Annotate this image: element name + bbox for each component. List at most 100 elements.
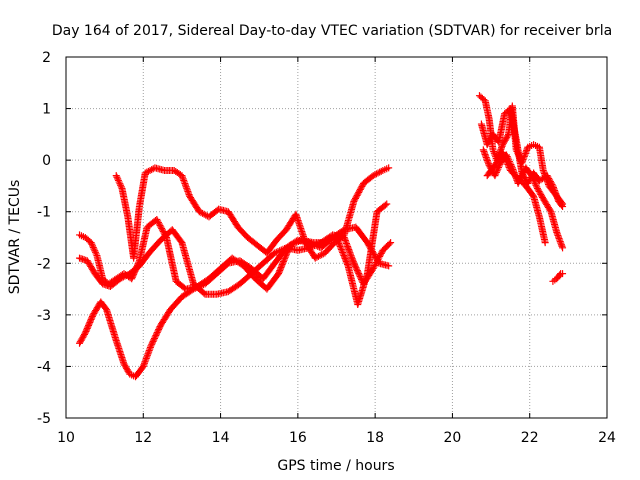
data-point-marker [490,149,498,157]
data-point-marker [85,321,93,329]
y-tick-label: 0 [42,153,51,169]
data-point-marker [282,250,290,258]
data-point-marker [77,336,85,344]
data-point-marker [291,239,299,247]
y-tick-label: -2 [37,256,51,272]
data-point-marker [158,226,166,234]
data-point-marker [503,159,511,167]
data-point-marker [88,314,96,322]
data-point-marker [156,221,164,229]
data-point-marker [353,267,361,275]
data-point-marker [355,271,363,279]
data-point-marker [276,247,284,255]
data-point-marker [376,168,384,176]
data-point-marker [559,270,567,278]
data-point-marker [528,173,536,181]
grid [66,57,607,418]
data-point-marker [120,360,128,368]
data-point-marker [499,150,507,158]
data-point-marker [114,176,122,184]
data-point-marker [340,251,348,259]
data-point-marker [383,200,391,208]
data-point-marker [531,178,539,186]
data-point-marker [154,217,162,225]
plot-frame [65,56,608,419]
data-point-marker [531,180,539,188]
data-point-marker [385,262,393,270]
data-point-marker [340,253,348,261]
data-point-marker [519,170,527,178]
data-point-marker [82,327,90,335]
data-point-marker [337,245,345,253]
data-point-marker [546,178,554,186]
data-point-marker [149,337,157,345]
data-point-marker [124,367,132,375]
data-point-marker [352,193,360,201]
data-point-marker [350,259,358,267]
data-point-marker [134,260,142,268]
data-point-marker [144,167,152,175]
data-point-marker [152,331,160,339]
data-point-marker [115,178,123,186]
x-tick-label: 10 [57,430,75,446]
data-point-marker [505,163,513,171]
data-point-marker [375,254,383,262]
data-point-marker [353,191,361,199]
data-point-marker [501,136,509,144]
y-axis-label: SDTVAR / TECUs [7,180,23,295]
data-point-marker [339,248,347,256]
data-point-marker [275,270,283,278]
data-point-marker [78,335,86,343]
data-point-marker [157,223,165,231]
chart-title: Day 164 of 2017, Sidereal Day-to-day VTE… [52,23,612,39]
data-point-marker [122,363,130,371]
data-point-marker [271,249,279,257]
data-point-marker [530,176,538,184]
data-point-marker [534,186,542,194]
data-point-marker [537,190,545,198]
data-point-marker [284,247,292,255]
data-point-marker [148,339,156,347]
data-point-marker [541,239,549,247]
data-point-marker [80,330,88,338]
data-point-marker [351,194,359,202]
data-point-marker [278,262,286,270]
data-point-marker [316,252,324,260]
data-point-marker [282,252,290,260]
data-point-marker [80,332,88,340]
data-point-marker [489,146,497,154]
data-point-marker [372,170,380,178]
data-point-marker [504,162,512,170]
data-point-marker [484,139,492,147]
data-point-marker [356,273,364,281]
data-point-marker [338,247,346,255]
data-point-marker [502,135,510,143]
data-point-marker [132,264,140,272]
data-point-marker [314,252,322,260]
series-track-d [112,164,393,262]
data-point-marker [354,268,362,276]
data-point-marker [328,236,336,244]
data-point-marker [160,229,168,237]
data-point-marker [85,320,93,328]
data-point-marker [289,240,297,248]
data-point-marker [148,166,156,174]
data-point-marker [148,340,156,348]
data-point-marker [492,168,500,176]
data-point-marker [116,180,124,188]
data-point-marker [277,264,285,272]
data-point-marker [129,272,137,280]
data-point-marker [387,239,395,247]
data-point-marker [374,169,382,177]
data-point-marker [381,201,389,209]
data-point-marker [339,250,347,258]
x-tick-label: 22 [521,430,539,446]
data-point-marker [357,184,365,192]
data-point-marker [117,183,125,191]
data-points [76,92,567,381]
data-point-marker [546,176,554,184]
data-point-marker [276,267,284,275]
data-point-marker [276,265,284,273]
data-point-marker [385,240,393,248]
data-point-marker [354,190,362,198]
